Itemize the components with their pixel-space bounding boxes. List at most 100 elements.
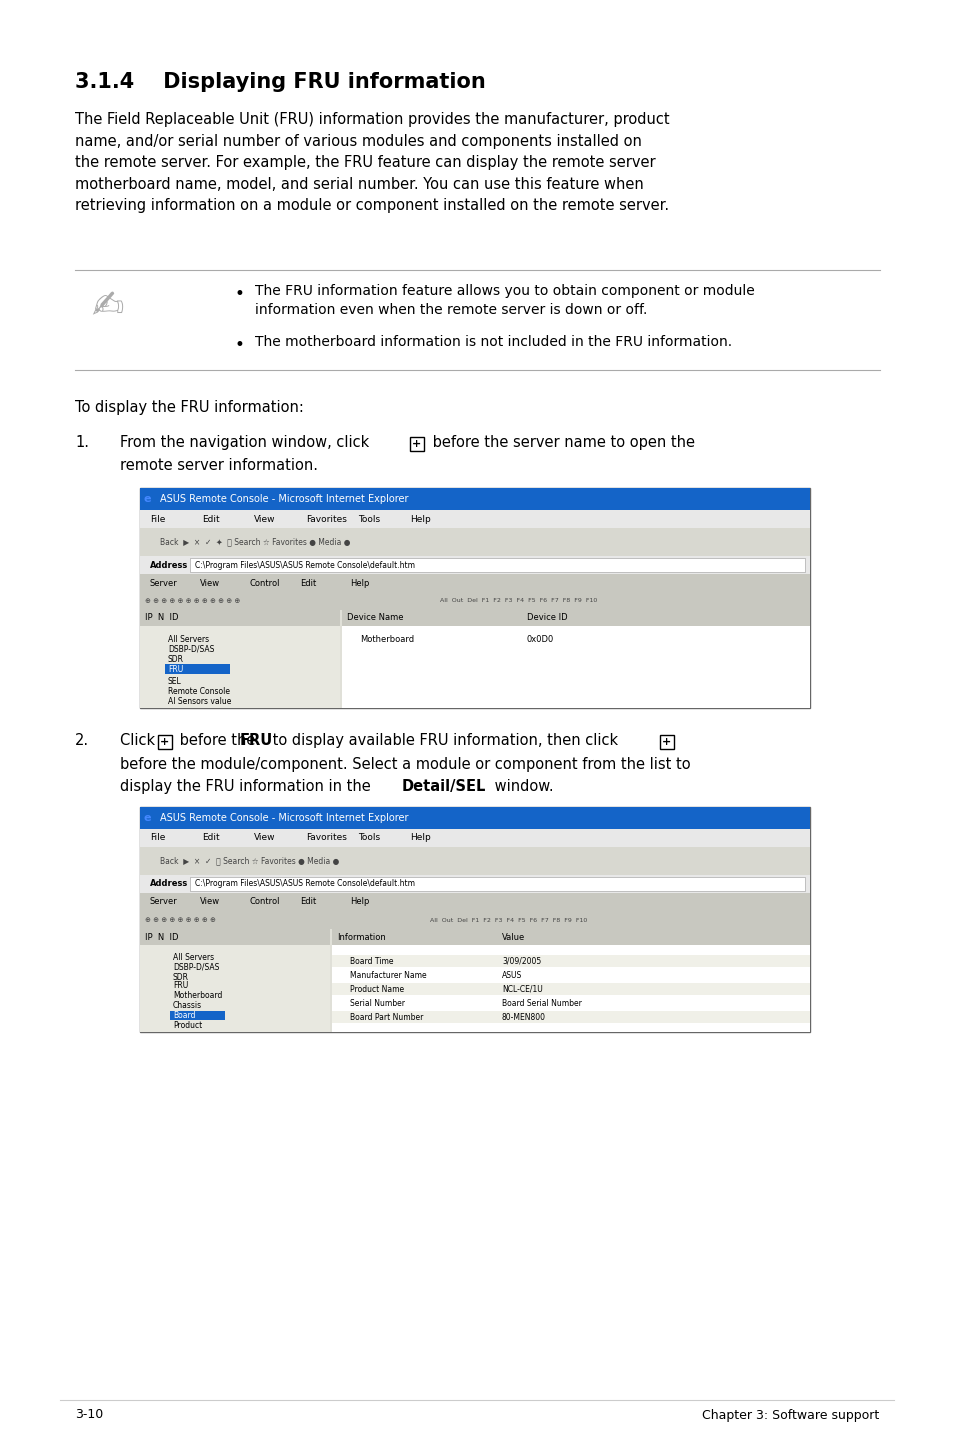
- Bar: [140, 807, 809, 1032]
- Text: Manufacturer Name: Manufacturer Name: [350, 971, 426, 979]
- Bar: [140, 487, 809, 707]
- Text: SDR: SDR: [172, 972, 189, 982]
- Text: 3.1.4    Displaying FRU information: 3.1.4 Displaying FRU information: [75, 72, 485, 92]
- Bar: [140, 510, 809, 528]
- Bar: [140, 610, 339, 626]
- Text: e: e: [144, 495, 152, 503]
- Text: Remote Console: Remote Console: [168, 686, 230, 696]
- Bar: [158, 735, 172, 749]
- Text: Address: Address: [150, 561, 188, 569]
- Text: File: File: [150, 515, 165, 523]
- Text: Board Serial Number: Board Serial Number: [501, 998, 581, 1008]
- Text: C:\Program Files\ASUS\ASUS Remote Console\default.htm: C:\Program Files\ASUS\ASUS Remote Consol…: [194, 880, 415, 889]
- Bar: [341, 610, 809, 707]
- Text: Device ID: Device ID: [526, 614, 567, 623]
- Text: ⊕ ⊕ ⊕ ⊕ ⊕ ⊕ ⊕ ⊕ ⊕: ⊕ ⊕ ⊕ ⊕ ⊕ ⊕ ⊕ ⊕ ⊕: [145, 917, 215, 923]
- Bar: [140, 912, 809, 929]
- Bar: [332, 929, 809, 945]
- Bar: [140, 557, 809, 574]
- Text: Board Part Number: Board Part Number: [350, 1012, 423, 1021]
- Text: FRU: FRU: [240, 733, 273, 748]
- Text: All Servers: All Servers: [168, 634, 209, 643]
- Bar: [170, 1011, 225, 1020]
- Bar: [140, 807, 809, 828]
- Text: ASUS: ASUS: [501, 971, 521, 979]
- Bar: [332, 997, 809, 1009]
- Text: Information: Information: [336, 932, 385, 942]
- Text: Click: Click: [120, 733, 159, 748]
- Text: Back  ▶  ×  ✓  🔍 Search ☆ Favorites ● Media ●: Back ▶ × ✓ 🔍 Search ☆ Favorites ● Media …: [160, 857, 339, 866]
- Text: Chapter 3: Software support: Chapter 3: Software support: [701, 1408, 878, 1422]
- Text: Control: Control: [250, 897, 280, 906]
- Text: +: +: [160, 738, 170, 746]
- Bar: [341, 610, 809, 626]
- Bar: [140, 828, 809, 847]
- Text: ASUS Remote Console - Microsoft Internet Explorer: ASUS Remote Console - Microsoft Internet…: [160, 812, 408, 823]
- Bar: [140, 893, 809, 912]
- Text: Board: Board: [172, 1011, 195, 1020]
- Text: View: View: [200, 578, 220, 588]
- Text: Device Name: Device Name: [347, 614, 403, 623]
- Bar: [190, 558, 804, 572]
- Text: FRU: FRU: [168, 664, 183, 673]
- Bar: [140, 929, 330, 1032]
- Text: Product Name: Product Name: [350, 985, 404, 994]
- Text: SEL: SEL: [168, 676, 182, 686]
- Text: ⊕ ⊕ ⊕ ⊕ ⊕ ⊕ ⊕ ⊕ ⊕ ⊕ ⊕ ⊕: ⊕ ⊕ ⊕ ⊕ ⊕ ⊕ ⊕ ⊕ ⊕ ⊕ ⊕ ⊕: [145, 598, 240, 604]
- Text: View: View: [253, 515, 275, 523]
- Text: Chassis: Chassis: [172, 1001, 202, 1009]
- Text: Edit: Edit: [202, 515, 219, 523]
- Bar: [140, 929, 809, 1032]
- Text: 3/09/2005: 3/09/2005: [501, 956, 540, 965]
- Text: Tools: Tools: [357, 515, 379, 523]
- Bar: [140, 874, 809, 893]
- Text: before the module/component. Select a module or component from the list to: before the module/component. Select a mo…: [120, 756, 690, 772]
- Text: Tools: Tools: [357, 834, 379, 843]
- Text: e: e: [144, 812, 152, 823]
- Text: All  Out  Del  F1  F2  F3  F4  F5  F6  F7  F8  F9  F10: All Out Del F1 F2 F3 F4 F5 F6 F7 F8 F9 F…: [439, 598, 597, 604]
- Text: 3-10: 3-10: [75, 1408, 103, 1422]
- Text: Favorites: Favorites: [306, 834, 347, 843]
- Text: Help: Help: [410, 515, 431, 523]
- Text: ✍: ✍: [91, 288, 124, 326]
- Text: All Servers: All Servers: [172, 952, 213, 962]
- Bar: [332, 984, 809, 995]
- Text: 80-MEN800: 80-MEN800: [501, 1012, 545, 1021]
- Bar: [140, 847, 809, 874]
- Text: Board Time: Board Time: [350, 956, 393, 965]
- Text: DSBP-D/SAS: DSBP-D/SAS: [168, 644, 214, 653]
- Text: AI Sensors value: AI Sensors value: [168, 696, 232, 706]
- Bar: [140, 592, 809, 610]
- Bar: [332, 929, 809, 1032]
- Text: View: View: [253, 834, 275, 843]
- Text: Server: Server: [150, 897, 177, 906]
- Bar: [140, 929, 330, 945]
- Text: remote server information.: remote server information.: [120, 457, 317, 473]
- Bar: [140, 610, 809, 707]
- Text: 0x0D0: 0x0D0: [526, 636, 554, 644]
- Bar: [332, 955, 809, 966]
- Bar: [190, 877, 804, 892]
- Text: All  Out  Del  F1  F2  F3  F4  F5  F6  F7  F8  F9  F10: All Out Del F1 F2 F3 F4 F5 F6 F7 F8 F9 F…: [430, 917, 587, 923]
- Text: View: View: [200, 897, 220, 906]
- Text: Help: Help: [410, 834, 431, 843]
- Text: The motherboard information is not included in the FRU information.: The motherboard information is not inclu…: [254, 335, 731, 349]
- Text: Back  ▶  ×  ✓  ✦  🔍 Search ☆ Favorites ● Media ●: Back ▶ × ✓ ✦ 🔍 Search ☆ Favorites ● Medi…: [160, 538, 350, 546]
- Text: Detail/SEL: Detail/SEL: [401, 779, 486, 794]
- Text: ASUS Remote Console - Microsoft Internet Explorer: ASUS Remote Console - Microsoft Internet…: [160, 495, 408, 503]
- Text: Help: Help: [350, 897, 369, 906]
- Text: Value: Value: [501, 932, 525, 942]
- Text: The Field Replaceable Unit (FRU) information provides the manufacturer, product
: The Field Replaceable Unit (FRU) informa…: [75, 112, 669, 213]
- Bar: [140, 610, 339, 707]
- Text: Favorites: Favorites: [306, 515, 347, 523]
- Text: Product: Product: [172, 1021, 202, 1030]
- Text: to display available FRU information, then click: to display available FRU information, th…: [268, 733, 622, 748]
- Text: To display the FRU information:: To display the FRU information:: [75, 400, 304, 416]
- Text: +: +: [661, 738, 671, 746]
- Text: Edit: Edit: [299, 897, 315, 906]
- Text: NCL-CE/1U: NCL-CE/1U: [501, 985, 542, 994]
- Text: File: File: [150, 834, 165, 843]
- Text: DSBP-D/SAS: DSBP-D/SAS: [172, 962, 219, 972]
- Bar: [140, 528, 809, 557]
- Text: +: +: [412, 439, 421, 449]
